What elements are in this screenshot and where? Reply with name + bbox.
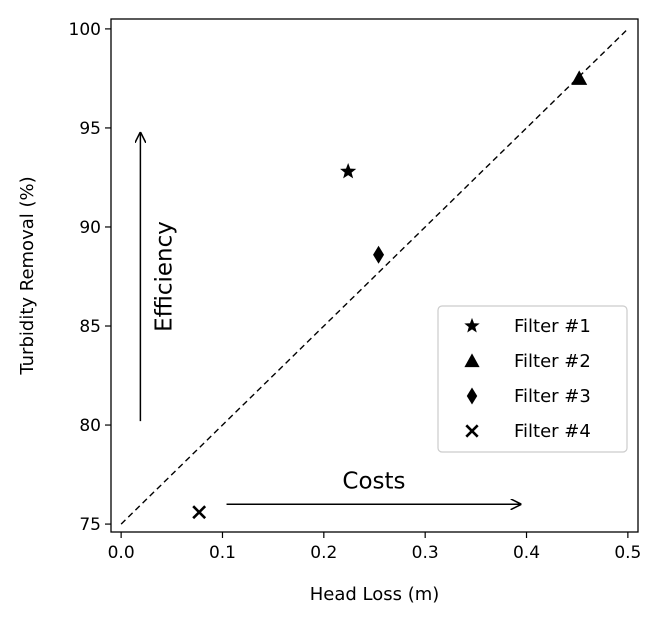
y-tick-label: 95 (79, 119, 101, 139)
x-tick-label: 0.0 (108, 543, 135, 563)
efficiency-label: Efficiency (151, 221, 177, 332)
plot-frame (110, 18, 639, 533)
y-tick-label: 85 (79, 317, 101, 337)
legend-marker-diamond (466, 387, 478, 405)
y-axis-label: Turbidity Removal (%) (17, 176, 38, 375)
data-point-diamond (373, 245, 385, 264)
legend-marker-triangle (464, 353, 480, 368)
legend-label: Filter #4 (514, 421, 591, 442)
legend-label: Filter #3 (514, 386, 591, 407)
costs-label: Costs (342, 468, 405, 494)
legend-label: Filter #1 (514, 316, 591, 337)
x-tick-label: 0.3 (412, 543, 439, 563)
x-tick-label: 0.1 (209, 543, 236, 563)
x-axis-label: Head Loss (m) (310, 584, 440, 605)
x-tick-label: 0.2 (310, 543, 337, 563)
legend-box (437, 305, 628, 453)
data-point-x (192, 505, 207, 520)
legend-label: Filter #2 (514, 351, 591, 372)
y-tick-label: 90 (79, 218, 101, 238)
data-point-star (340, 163, 357, 179)
y-tick-label: 75 (79, 515, 101, 535)
legend-marker-star (464, 317, 480, 333)
y-tick-label: 80 (79, 416, 101, 436)
y-tick-label: 100 (69, 20, 101, 40)
legend-marker-x (465, 424, 479, 438)
reference-line (120, 28, 629, 525)
x-tick-label: 0.4 (513, 543, 540, 563)
data-point-triangle (571, 70, 588, 85)
x-tick-label: 0.5 (614, 543, 641, 563)
